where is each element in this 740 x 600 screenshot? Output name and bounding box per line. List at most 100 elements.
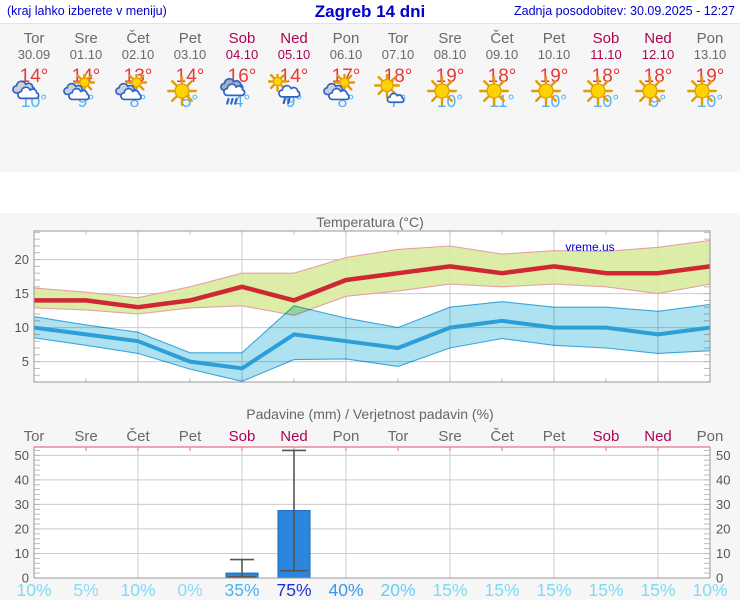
- svg-text:10: 10: [716, 546, 730, 561]
- tmax-line: [34, 264, 711, 310]
- precip-day-label: Sob: [592, 428, 620, 445]
- precip-probability: 75%: [276, 580, 312, 600]
- spacer-strip: [0, 172, 740, 213]
- svg-text:40: 40: [716, 472, 730, 487]
- precip-probability: 10%: [16, 580, 52, 600]
- precip-probability: 15%: [432, 580, 468, 600]
- precip-day-label: Pon: [332, 428, 360, 445]
- day-name: Pon: [696, 30, 724, 47]
- day-date: 07.10: [381, 47, 415, 62]
- svg-text:5: 5: [22, 354, 29, 369]
- day-column: Pet 10.10 19° 10°: [528, 30, 580, 113]
- svg-text:30: 30: [15, 497, 29, 512]
- day-column: Pet 03.10 14° 5°: [164, 30, 216, 113]
- precipitation-chart-title: Padavine (mm) / Verjetnost padavin (%): [246, 406, 494, 422]
- precip-day-label: Pet: [178, 428, 202, 445]
- precip-day-label: Sre: [74, 428, 98, 445]
- day-column: Sre 01.10 14° 9°: [60, 30, 112, 113]
- temperature-chart-title: Temperatura (°C): [316, 214, 424, 230]
- precip-day-label: Tor: [387, 428, 409, 445]
- day-name: Pet: [178, 30, 202, 47]
- day-name: Sre: [74, 30, 98, 47]
- precip-day-label: Čet: [126, 428, 150, 445]
- svg-text:20: 20: [15, 252, 29, 267]
- day-column: Tor 30.09 14° 10°: [8, 30, 60, 113]
- day-date: 05.10: [277, 47, 311, 62]
- mostly-sunny-icon: [373, 74, 405, 104]
- precip-probability: 0%: [177, 580, 203, 600]
- day-name: Tor: [23, 30, 45, 47]
- day-date: 11.10: [590, 47, 622, 62]
- precip-probability: 5%: [73, 580, 99, 600]
- svg-text:10: 10: [15, 546, 29, 561]
- day-date: 12.10: [641, 47, 675, 62]
- svg-text:50: 50: [716, 448, 730, 463]
- day-date: 04.10: [225, 47, 259, 62]
- rain-icon: [220, 77, 246, 105]
- menu-hint-text: (kraj lahko izberete v meniju): [7, 4, 167, 18]
- day-column: Sre 08.10 19° 10°: [424, 30, 476, 113]
- day-date: 30.09: [17, 47, 51, 62]
- watermark-link[interactable]: vreme.us: [565, 240, 615, 254]
- sunny-icon: [426, 75, 457, 106]
- day-name: Pon: [332, 30, 360, 47]
- sun-rain-icon: [268, 74, 301, 105]
- day-column: Čet 09.10 18° 11°: [476, 30, 528, 113]
- day-column: Sob 04.10 16° 4°: [216, 30, 268, 113]
- day-name: Ned: [280, 30, 308, 47]
- svg-text:0: 0: [716, 571, 723, 586]
- day-column: Ned 05.10 14° 9°: [268, 30, 320, 113]
- svg-text:10: 10: [15, 320, 29, 335]
- day-date: 09.10: [485, 47, 519, 62]
- precip-probability: 15%: [588, 580, 624, 600]
- tmin-line: [33, 318, 711, 371]
- precip-day-label: Pon: [696, 428, 724, 445]
- precip-probability: 40%: [328, 580, 364, 600]
- svg-text:0: 0: [22, 571, 29, 586]
- precip-probability: 15%: [484, 580, 520, 600]
- svg-text:40: 40: [15, 472, 29, 487]
- temperature-chart: 5 10 15 20: [15, 230, 711, 383]
- sunny-icon: [582, 75, 613, 106]
- svg-text:50: 50: [15, 448, 29, 463]
- sunny-icon: [634, 75, 665, 106]
- day-max-temp: 14°: [19, 66, 49, 87]
- precip-day-label: Ned: [644, 428, 672, 445]
- precipitation-chart: 0 0 10 10 20 20 30 30 40 40 50 50: [15, 446, 730, 586]
- partly-cloudy-icon: [63, 74, 96, 101]
- last-update-text: Zadnja posodobitev: 30.09.2025 - 12:27: [513, 4, 735, 18]
- day-column: Pon 06.10 17° 8°: [320, 30, 372, 113]
- precip-day-label: Tor: [23, 428, 45, 445]
- day-column: Pon 13.10 19° 10°: [684, 30, 736, 113]
- svg-text:15: 15: [15, 286, 29, 301]
- precip-day-label: Sre: [438, 428, 462, 445]
- sunny-icon: [166, 75, 197, 106]
- precip-probability: 10%: [120, 580, 156, 600]
- precip-day-label: Čet: [490, 428, 514, 445]
- sunny-icon: [530, 75, 561, 106]
- precip-probability: 15%: [640, 580, 676, 600]
- day-date: 02.10: [121, 47, 155, 62]
- day-name: Ned: [644, 30, 672, 47]
- partly-cloudy-icon: [323, 74, 356, 101]
- svg-text:30: 30: [716, 497, 730, 512]
- day-name: Sob: [592, 30, 620, 47]
- day-date: 06.10: [329, 47, 363, 62]
- precip-probability: 35%: [224, 580, 260, 600]
- day-name: Čet: [126, 30, 150, 47]
- day-date: 08.10: [433, 47, 467, 62]
- page-title: Zagreb 14 dni: [314, 2, 426, 21]
- precip-probability: 15%: [536, 580, 572, 600]
- partly-cloudy-icon: [115, 74, 148, 101]
- day-date: 10.10: [537, 47, 571, 62]
- day-name: Pet: [542, 30, 566, 47]
- cloudy-icon: [12, 80, 40, 100]
- precip-probability: 20%: [380, 580, 416, 600]
- svg-text:20: 20: [15, 521, 29, 536]
- day-name: Sre: [438, 30, 462, 47]
- sunny-icon: [478, 75, 509, 106]
- precip-day-label: Sob: [228, 428, 256, 445]
- day-name: Tor: [387, 30, 409, 47]
